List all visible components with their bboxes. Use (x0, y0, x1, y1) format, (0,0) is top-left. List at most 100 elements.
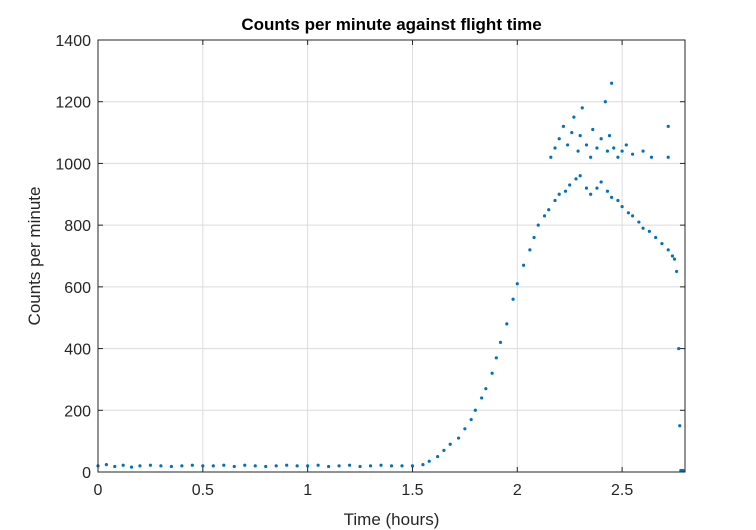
data-point (610, 195, 614, 199)
data-point (436, 454, 440, 459)
data-point (169, 464, 173, 469)
x-tick-label: 1.5 (401, 482, 423, 499)
data-point (389, 464, 394, 468)
y-tick-label: 200 (64, 403, 91, 420)
data-point (603, 100, 607, 104)
x-tick-label: 0.5 (192, 482, 214, 499)
x-tick-label: 2 (513, 482, 522, 499)
data-point (670, 254, 675, 258)
data-point (515, 282, 519, 286)
data-point (647, 229, 651, 233)
data-point (347, 463, 352, 467)
data-point (232, 464, 236, 469)
plot-area (98, 40, 685, 472)
data-point (547, 208, 551, 212)
data-point (368, 464, 373, 468)
y-tick-label: 0 (82, 465, 91, 482)
data-point (595, 146, 599, 150)
data-point (568, 183, 572, 187)
data-point (553, 146, 557, 150)
data-point (521, 263, 526, 267)
data-point (532, 235, 536, 240)
data-point (494, 356, 498, 360)
data-point (616, 198, 620, 203)
data-point (578, 134, 582, 138)
data-point (610, 81, 614, 85)
data-point (104, 462, 108, 467)
data-point (542, 214, 547, 218)
x-tick-label: 2.5 (611, 482, 633, 499)
data-point (222, 463, 226, 467)
data-point (528, 248, 532, 252)
data-point (677, 346, 681, 351)
data-point (480, 396, 484, 400)
data-point (678, 424, 682, 428)
data-point (595, 186, 599, 190)
data-point (295, 464, 299, 468)
data-point (469, 417, 473, 422)
data-point (675, 269, 679, 274)
data-point (473, 408, 477, 412)
y-tick-label: 1000 (55, 156, 91, 173)
data-point (316, 463, 320, 467)
data-point (448, 442, 452, 446)
chart-title: Counts per minute against flight time (241, 15, 541, 34)
data-point (264, 464, 268, 469)
data-point (148, 463, 153, 467)
data-point (566, 143, 570, 147)
data-point (660, 242, 664, 246)
y-tick-label: 1200 (55, 95, 91, 112)
data-series (96, 81, 685, 473)
data-point (616, 155, 620, 159)
data-point (563, 189, 568, 193)
data-point (666, 124, 670, 128)
data-point (490, 371, 494, 375)
data-point (427, 459, 431, 463)
data-point (536, 223, 540, 227)
data-point (584, 143, 589, 147)
x-tick-label: 0 (94, 482, 103, 499)
data-point (505, 322, 509, 326)
data-point (666, 248, 670, 252)
data-point (654, 235, 658, 240)
data-point (498, 340, 503, 344)
data-point (620, 205, 624, 209)
data-point (578, 174, 582, 178)
data-point (607, 134, 612, 138)
data-point (589, 192, 593, 196)
data-point (570, 130, 574, 135)
data-point (201, 464, 205, 468)
data-point (113, 464, 117, 469)
data-point (553, 198, 557, 203)
data-point (626, 211, 630, 215)
data-point (641, 226, 645, 230)
data-point (557, 192, 561, 196)
data-point (557, 137, 561, 141)
data-point (379, 463, 383, 467)
data-point (599, 180, 603, 184)
data-point (630, 152, 635, 156)
data-point (442, 448, 446, 452)
data-point (666, 155, 670, 159)
axes: 0 0.5 1 1.5 2 2.5 0 200 400 600 800 1000 1200 1400 (55, 33, 686, 499)
data-point (630, 214, 635, 218)
data-point (576, 149, 580, 153)
y-axis-title: Counts per minute (25, 187, 44, 326)
data-point (511, 297, 515, 301)
data-point (421, 462, 425, 467)
data-point (285, 463, 289, 467)
data-point (274, 464, 278, 468)
data-point (180, 464, 184, 468)
data-point (649, 155, 654, 159)
data-point (159, 464, 163, 468)
data-point (121, 463, 125, 467)
data-point (138, 464, 142, 468)
data-point (561, 124, 566, 128)
data-point (337, 464, 341, 468)
y-tick-label: 400 (64, 342, 91, 359)
data-point (605, 149, 610, 153)
data-point (580, 106, 584, 110)
data-point (211, 464, 215, 468)
data-point (190, 463, 194, 467)
